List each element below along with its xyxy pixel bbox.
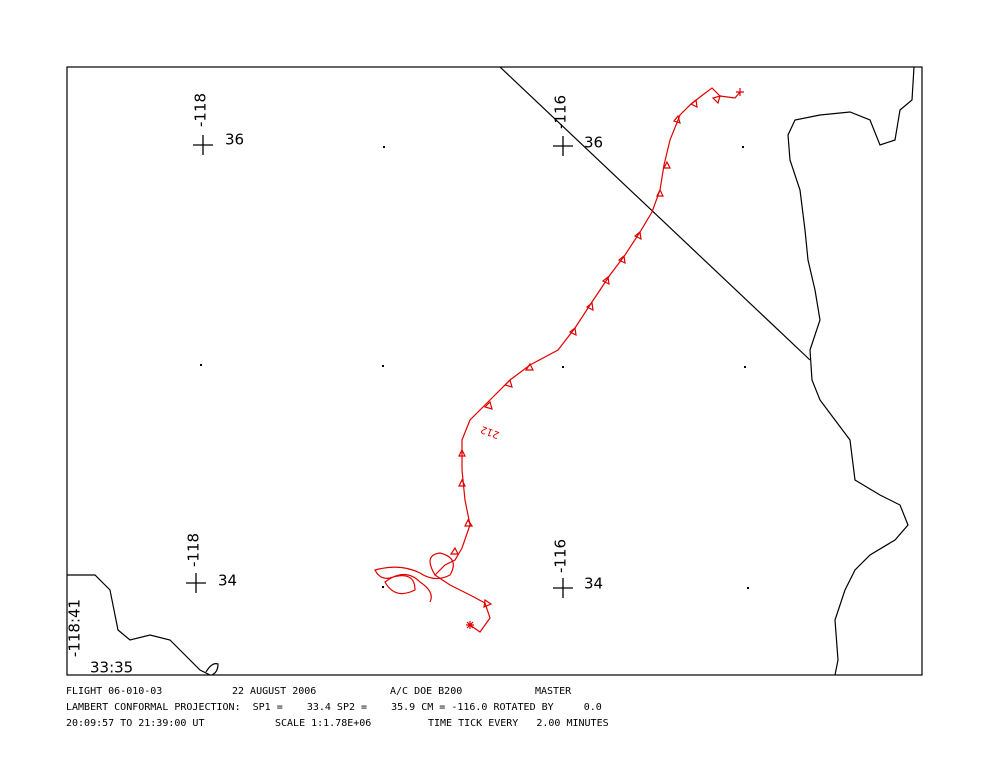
grid-dot (742, 146, 744, 148)
coastline (787, 66, 915, 676)
footer: FLIGHT 06-010-03 22 AUGUST 2006 A/C DOE … (66, 686, 609, 729)
time-tick: TIME TICK EVERY 2.00 MINUTES (428, 718, 609, 729)
grid-dot (382, 586, 384, 588)
aircraft: A/C DOE B200 (390, 686, 462, 697)
track-label: 212 (479, 423, 501, 440)
grid-cross (553, 578, 573, 598)
scale: SCALE 1:1.78E+06 (275, 718, 371, 729)
grid-cross (553, 136, 573, 156)
grid-cross (193, 135, 213, 155)
grid-dot (747, 587, 749, 589)
map-frame (66, 66, 923, 676)
lat-label: 36 (584, 134, 603, 152)
time-ticks (449, 95, 721, 608)
lat-label: 34 (218, 572, 237, 590)
grid-crosses (186, 135, 573, 598)
grid-dots (200, 146, 749, 589)
grid-dot (744, 366, 746, 368)
flight-date: 22 AUGUST 2006 (232, 686, 316, 697)
time-range: 20:09:57 TO 21:39:00 UT (66, 718, 204, 729)
lon-label: -118 (185, 533, 203, 567)
lon-label: -116 (552, 95, 570, 129)
lon-label: -116 (552, 539, 570, 573)
grid-labels: -118 36 -116 36 -118 34 -116 34 -118:41 … (66, 93, 604, 677)
coastline (67, 574, 211, 676)
track-loop (374, 552, 454, 603)
tick-marks (449, 95, 721, 608)
flight-track (374, 87, 744, 633)
lat-label: 34 (584, 575, 603, 593)
endpoints (466, 88, 744, 629)
grid-cross (186, 573, 206, 593)
island (205, 663, 219, 676)
corner-lon: -118:41 (66, 599, 84, 657)
file-type: MASTER (535, 686, 572, 697)
track-line (434, 87, 741, 633)
state-border (499, 66, 811, 361)
corner-lat: 33:35 (90, 659, 133, 677)
projection: LAMBERT CONFORMAL PROJECTION: SP1 = 33.4… (66, 702, 602, 713)
flight-id: FLIGHT 06-010-03 (66, 686, 162, 697)
lon-label: -118 (192, 93, 210, 127)
grid-dot (562, 366, 564, 368)
grid-dot (200, 364, 202, 366)
grid-dot (383, 146, 385, 148)
grid-dot (382, 365, 384, 367)
lat-label: 36 (225, 131, 244, 149)
geography (67, 66, 915, 676)
